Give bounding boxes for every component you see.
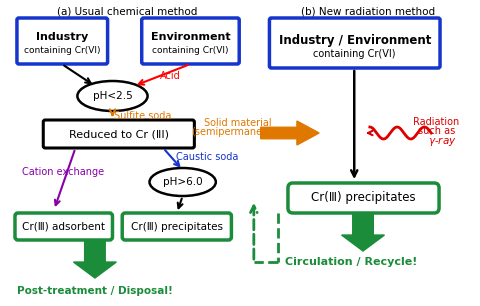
- Polygon shape: [73, 240, 116, 278]
- FancyBboxPatch shape: [15, 213, 112, 240]
- Text: Environment: Environment: [151, 32, 230, 42]
- FancyArrowPatch shape: [351, 71, 357, 177]
- FancyArrowPatch shape: [139, 65, 188, 85]
- Text: Industry / Environment: Industry / Environment: [278, 34, 431, 47]
- Text: (semipermanently): (semipermanently): [192, 127, 285, 137]
- Ellipse shape: [77, 81, 147, 111]
- Text: $\gamma$-ray: $\gamma$-ray: [428, 135, 457, 148]
- Text: pH>6.0: pH>6.0: [163, 177, 203, 187]
- FancyArrowPatch shape: [55, 151, 74, 205]
- Text: Cr(Ⅲ) precipitates: Cr(Ⅲ) precipitates: [311, 192, 416, 204]
- Text: Radiation: Radiation: [413, 117, 459, 127]
- Text: pH<2.5: pH<2.5: [93, 91, 132, 101]
- FancyArrowPatch shape: [165, 150, 179, 166]
- Text: Acid: Acid: [160, 71, 180, 81]
- Text: containing Cr(VI): containing Cr(VI): [152, 46, 228, 55]
- Text: Sulfite soda: Sulfite soda: [114, 110, 172, 121]
- FancyArrowPatch shape: [368, 131, 372, 135]
- Text: Industry: Industry: [36, 32, 88, 42]
- Text: Cr(Ⅲ) precipitates: Cr(Ⅲ) precipitates: [131, 222, 223, 232]
- Text: (a) Usual chemical method: (a) Usual chemical method: [57, 6, 197, 16]
- Text: containing Cr(VI): containing Cr(VI): [24, 46, 100, 55]
- Text: (b) New radiation method: (b) New radiation method: [301, 6, 435, 16]
- Text: Cation exchange: Cation exchange: [22, 167, 104, 177]
- Ellipse shape: [149, 168, 216, 196]
- FancyBboxPatch shape: [122, 213, 231, 240]
- Text: such as: such as: [418, 126, 455, 136]
- Text: Post-treatment / Disposal!: Post-treatment / Disposal!: [17, 286, 173, 296]
- FancyBboxPatch shape: [43, 120, 194, 148]
- Text: Cr(Ⅲ) adsorbent: Cr(Ⅲ) adsorbent: [22, 222, 105, 232]
- FancyArrowPatch shape: [110, 109, 115, 115]
- FancyBboxPatch shape: [288, 183, 439, 213]
- FancyBboxPatch shape: [17, 18, 108, 64]
- FancyArrowPatch shape: [64, 65, 91, 83]
- FancyArrowPatch shape: [178, 199, 182, 208]
- FancyArrowPatch shape: [251, 206, 257, 259]
- Text: Caustic soda: Caustic soda: [176, 152, 238, 162]
- Polygon shape: [261, 121, 319, 145]
- Text: Reduced to Cr (ⅡⅠ): Reduced to Cr (ⅡⅠ): [69, 129, 169, 139]
- Text: Circulation / Recycle!: Circulation / Recycle!: [285, 257, 418, 267]
- Text: Solid material: Solid material: [204, 118, 272, 128]
- Polygon shape: [342, 213, 384, 251]
- FancyBboxPatch shape: [142, 18, 239, 64]
- Text: containing Cr(VI): containing Cr(VI): [313, 49, 396, 59]
- FancyBboxPatch shape: [269, 18, 440, 68]
